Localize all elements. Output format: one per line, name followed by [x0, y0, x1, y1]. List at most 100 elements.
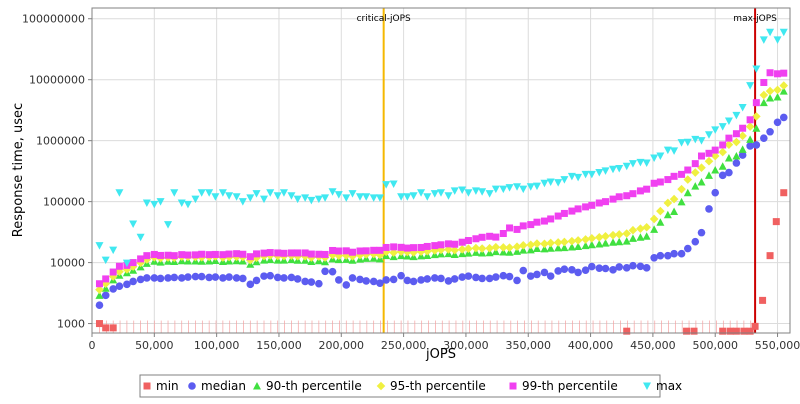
y-tick-label: 1000 [57, 318, 85, 331]
data-point [568, 208, 575, 215]
data-point [266, 272, 274, 280]
data-point [670, 250, 678, 258]
data-point [588, 263, 596, 271]
data-point [602, 265, 610, 273]
data-point [555, 213, 562, 220]
data-point [643, 186, 650, 193]
data-point [766, 128, 774, 136]
data-point [390, 243, 397, 250]
data-point [479, 234, 486, 241]
data-point [335, 247, 342, 254]
x-tick-label: 50,000 [135, 339, 174, 352]
data-point [198, 273, 206, 281]
data-point [678, 250, 686, 258]
data-point [451, 241, 458, 248]
x-tick-label: 500,000 [692, 339, 738, 352]
data-point [500, 230, 507, 237]
data-point [102, 275, 109, 282]
data-point [705, 205, 713, 213]
data-point [588, 202, 595, 209]
data-point [719, 328, 726, 335]
data-point [478, 275, 486, 283]
data-point [774, 119, 782, 127]
legend-label: median [201, 379, 246, 393]
data-point [437, 275, 445, 283]
data-point [267, 249, 274, 256]
data-point [664, 176, 671, 183]
legend-label: 90-th percentile [266, 379, 362, 393]
data-point [96, 320, 103, 327]
data-point [383, 244, 390, 251]
marker-label: max-jOPS [733, 14, 777, 24]
data-point [547, 272, 555, 280]
data-point [280, 274, 288, 282]
data-point [288, 249, 295, 256]
data-point [514, 226, 521, 233]
data-point [198, 251, 205, 258]
data-point [170, 274, 178, 282]
marker-label: critical-jOPS [357, 14, 411, 24]
data-point [356, 247, 363, 254]
data-point [733, 130, 740, 137]
data-point [184, 252, 191, 259]
x-tick-label: 550,000 [755, 339, 800, 352]
data-point [410, 278, 418, 286]
data-point [206, 251, 213, 258]
data-point [459, 239, 466, 246]
data-point [691, 238, 699, 246]
data-point [623, 192, 630, 199]
data-point [390, 276, 398, 284]
y-axis-title: Response time, usec [11, 103, 26, 237]
data-point [363, 247, 370, 254]
data-point [102, 292, 110, 300]
data-point [767, 69, 774, 76]
data-point [533, 219, 540, 226]
data-point [370, 247, 377, 254]
x-tick-label: 450,000 [630, 339, 676, 352]
data-point [424, 243, 431, 250]
data-point [212, 273, 220, 281]
data-point [322, 251, 329, 258]
x-tick-label: 200,000 [319, 339, 365, 352]
data-point [623, 328, 630, 335]
legend-marker [188, 382, 196, 390]
data-point [747, 116, 754, 123]
data-point [165, 252, 172, 259]
data-point [657, 178, 664, 185]
data-point [96, 301, 104, 309]
y-tick-label: 100000000 [22, 13, 85, 26]
data-point [192, 251, 199, 258]
data-point [294, 249, 301, 256]
data-point [527, 221, 534, 228]
data-point [308, 251, 315, 258]
data-point [602, 198, 609, 205]
data-point [102, 324, 109, 331]
data-point [349, 249, 356, 256]
data-point [520, 222, 527, 229]
data-point [711, 189, 719, 197]
data-point [533, 271, 541, 279]
data-point [629, 262, 637, 270]
data-point [725, 135, 732, 142]
data-point [725, 169, 733, 177]
data-point [506, 224, 513, 231]
data-point [643, 264, 651, 272]
data-point [712, 147, 719, 154]
data-point [683, 328, 690, 335]
data-point [698, 229, 706, 237]
data-point [472, 235, 479, 242]
data-point [315, 280, 323, 288]
data-point [465, 237, 472, 244]
data-point [651, 180, 658, 187]
data-point [280, 250, 287, 257]
data-point [438, 241, 445, 248]
data-point [343, 247, 350, 254]
data-point [451, 275, 459, 283]
data-point [492, 234, 499, 241]
data-point [574, 269, 582, 277]
data-point [398, 244, 405, 251]
data-point [212, 251, 219, 258]
data-point [376, 247, 383, 254]
data-point [116, 263, 123, 270]
